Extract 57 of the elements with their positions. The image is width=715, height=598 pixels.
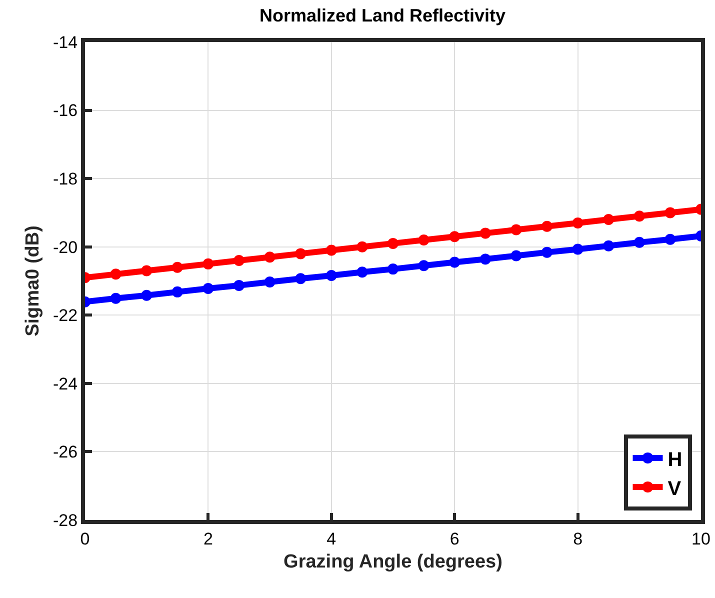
point [202,283,214,294]
y-tick-label: -18 [53,170,78,189]
point [356,266,368,278]
point [388,264,398,275]
y-tick-label: -22 [53,306,78,326]
point [172,286,183,298]
point [264,252,276,263]
y-tick-label: -20 [53,238,78,257]
legend-label: H [668,448,682,471]
x-axis-title: Grazing Angle (degrees) [284,552,502,573]
x-tick-label: 10 [692,529,710,548]
point [510,224,522,236]
y-tick-label: -14 [53,32,78,52]
point [356,241,368,252]
point [110,292,122,304]
point [418,234,430,246]
chart-title: Normalized Land Reflectivity [259,6,506,26]
point [449,256,460,268]
x-tick-label: 6 [450,529,460,548]
y-axis-title: Sigma0 (dB) [22,226,44,336]
y-tick-label: -28 [53,510,78,530]
point [234,280,244,291]
x-tick-label: 4 [326,529,336,548]
y-tick-label: -26 [53,442,78,462]
point [141,290,152,301]
point [326,270,337,282]
point [202,258,214,270]
point [388,238,398,249]
legend-label: V [668,478,682,500]
x-tick-label: 8 [573,529,583,548]
point [603,214,614,226]
x-tick-label: 2 [203,529,213,548]
point [110,268,122,280]
y-tick-label: -24 [53,374,78,394]
point [664,207,676,218]
point [480,228,491,239]
point [295,273,306,284]
point [418,260,430,272]
point [234,255,244,266]
point [664,234,676,245]
point [634,236,645,248]
point [264,276,276,288]
point [295,248,306,260]
point [572,244,584,255]
point [572,217,584,228]
point [634,210,645,222]
point [326,244,337,256]
point [603,240,614,252]
point [510,250,522,262]
point [480,254,491,265]
point [542,220,552,232]
y-tick-label: -16 [53,101,78,120]
point [449,231,460,242]
point [172,262,183,273]
point [542,246,552,258]
point [141,265,152,276]
x-tick-label: 0 [80,529,90,548]
